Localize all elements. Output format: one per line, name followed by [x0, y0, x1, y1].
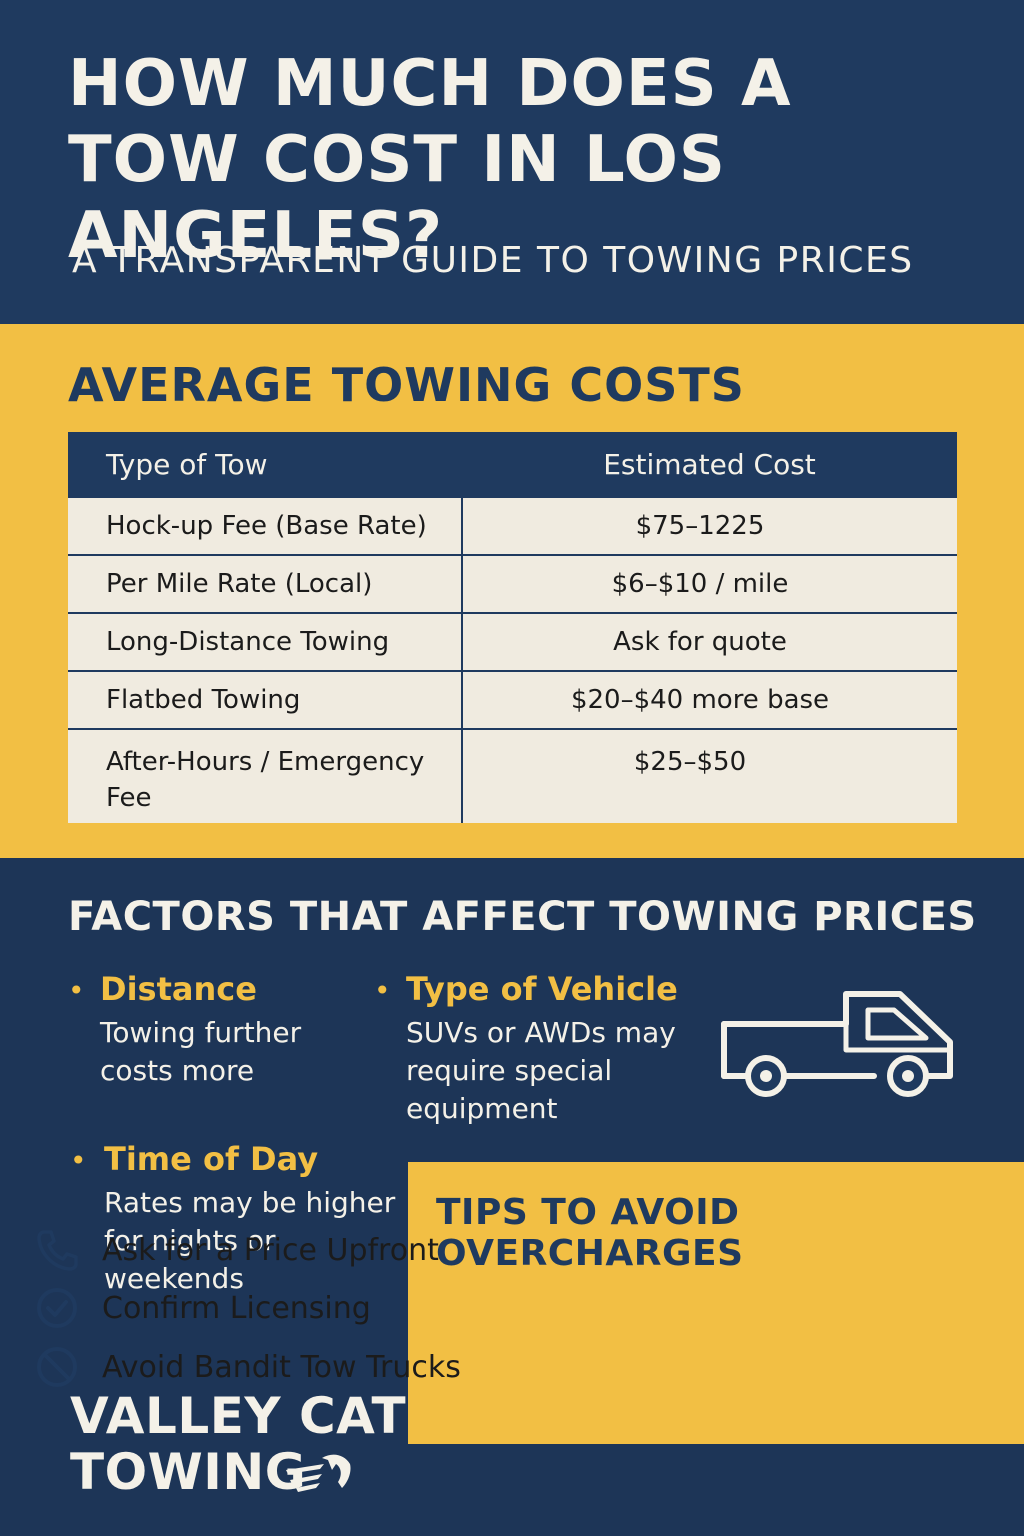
tow-cost-cell: $20–$40 more base: [462, 670, 957, 729]
page-subtitle: A TRANSPARENT GUIDE TO TOWING PRICES: [72, 240, 914, 281]
bullet-icon: •: [70, 1144, 87, 1177]
cat-logo-icon: [286, 1454, 351, 1492]
column-header-cost: Estimated Cost: [462, 432, 957, 497]
tow-type-cell: After-Hours / Emergency Fee: [68, 728, 463, 823]
tip-item-avoid-bandit: Avoid Bandit Tow Trucks: [34, 1345, 461, 1389]
factor-vehicle-type: • Type of Vehicle SUVs or AWDs may requi…: [374, 970, 704, 1128]
check-circle-icon: [37, 1288, 77, 1328]
factor-title: Time of Day: [104, 1140, 319, 1178]
tow-cost-cell: $25–$50: [462, 728, 957, 823]
column-header-type: Type of Tow: [68, 432, 462, 497]
brand-logo: VALLEY CAT TOWING: [70, 1388, 406, 1500]
brand-line-1: VALLEY CAT: [70, 1387, 407, 1445]
tips-heading: TIPS TO AVOID OVERCHARGES: [436, 1192, 744, 1274]
factor-description: Rates may be higher for nights or weeken…: [104, 1186, 396, 1295]
tow-type-cell: Hock-up Fee (Base Rate): [68, 496, 463, 555]
tip-label: Avoid Bandit Tow Trucks: [102, 1349, 461, 1385]
bullet-icon: •: [68, 974, 85, 1007]
header-section: HOW MUCH DOES A TOW COST IN LOS ANGELES?…: [0, 0, 1024, 324]
table-header-row: Type of Tow Estimated Cost: [68, 432, 957, 497]
tip-item-confirm-licensing: Confirm Licensing: [34, 1286, 371, 1330]
tips-box: TIPS TO AVOID OVERCHARGES: [408, 1162, 1024, 1444]
factor-description: Towing further costs more: [100, 1016, 302, 1087]
table-row: Flatbed Towing $20–$40 more base: [68, 670, 957, 729]
tip-label: Ask for a Price Upfront: [102, 1232, 439, 1268]
factor-title: Type of Vehicle: [406, 970, 678, 1008]
prohibited-icon: [37, 1347, 77, 1387]
cost-table: Type of Tow Estimated Cost Hock-up Fee (…: [68, 432, 957, 823]
tow-cost-cell: $75–1225: [462, 496, 957, 555]
tow-truck-icon: [721, 991, 953, 1097]
factor-description: SUVs or AWDs may require special equipme…: [406, 1016, 676, 1125]
average-costs-section: AVERAGE TOWING COSTS Type of Tow Estimat…: [0, 324, 1024, 858]
factor-time-of-day: • Time of Day Rates may be higher for ni…: [70, 1140, 400, 1298]
tip-label: Confirm Licensing: [102, 1290, 371, 1326]
tow-cost-cell: $6–$10 / mile: [462, 554, 957, 613]
factor-distance: • Distance Towing further costs more: [68, 970, 368, 1090]
brand-line-2: TOWING: [70, 1443, 307, 1501]
tow-type-cell: Long-Distance Towing: [68, 612, 463, 671]
table-row: After-Hours / Emergency Fee $25–$50: [68, 728, 957, 823]
bullet-icon: •: [374, 974, 391, 1007]
page-title: HOW MUCH DOES A TOW COST IN LOS ANGELES?: [68, 47, 792, 273]
table-row: Long-Distance Towing Ask for quote: [68, 612, 957, 671]
costs-heading: AVERAGE TOWING COSTS: [68, 358, 745, 412]
phone-icon: [37, 1230, 78, 1271]
tip-item-price-upfront: Ask for a Price Upfront: [34, 1228, 439, 1272]
tow-type-cell: Per Mile Rate (Local): [68, 554, 463, 613]
factors-heading: FACTORS THAT AFFECT TOWING PRICES: [68, 894, 977, 940]
tow-cost-cell: Ask for quote: [462, 612, 957, 671]
factor-title: Distance: [100, 970, 257, 1008]
table-row: Hock-up Fee (Base Rate) $75–1225: [68, 496, 957, 555]
table-row: Per Mile Rate (Local) $6–$10 / mile: [68, 554, 957, 613]
tow-type-cell: Flatbed Towing: [68, 670, 463, 729]
